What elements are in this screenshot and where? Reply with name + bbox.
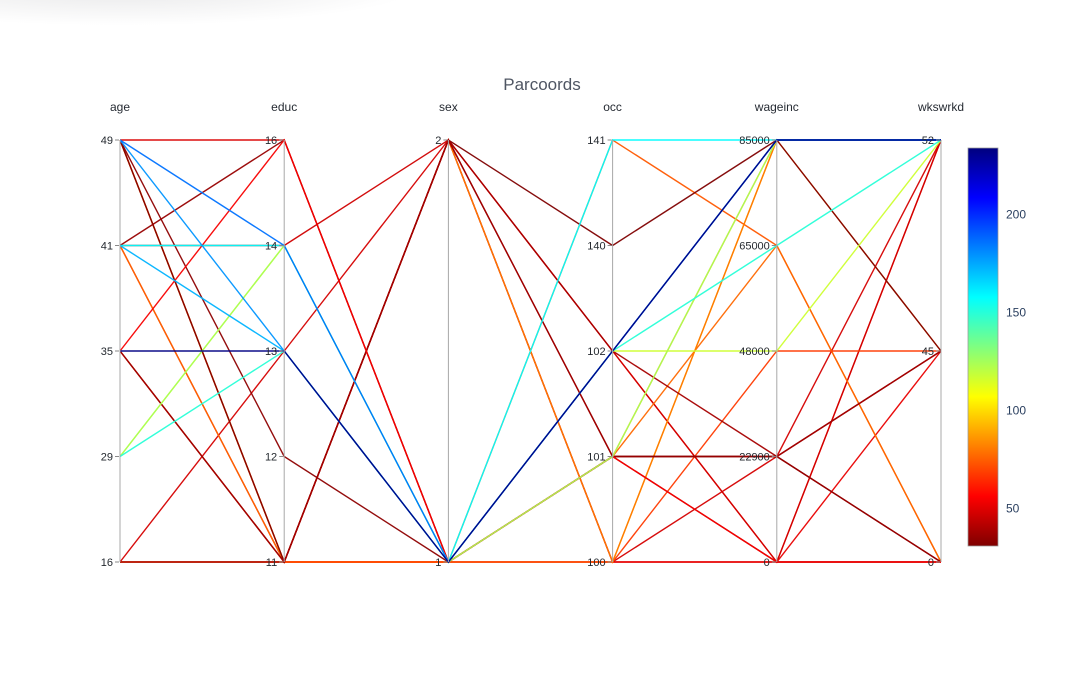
- tick-label-educ: 14: [265, 241, 277, 253]
- axis-sex[interactable]: sex 2 1: [435, 100, 457, 569]
- parcoords-line: [119, 138, 942, 564]
- parcoords-line: [119, 138, 942, 564]
- tick-label-wageinc: 85000: [739, 135, 770, 147]
- tick-label-age: 41: [101, 241, 113, 253]
- colorbar-gradient: [967, 147, 999, 547]
- tick-label-wageinc: 0: [764, 557, 770, 569]
- tick-label-wageinc: 65000: [739, 241, 770, 253]
- tick-label-age: 35: [101, 346, 113, 358]
- axis-label-occ[interactable]: occ: [603, 100, 622, 114]
- parcoords-lines-layer: [119, 138, 942, 564]
- colorbar-tick-label: 200: [1006, 208, 1026, 222]
- axis-educ[interactable]: educ 16 14 13 12 11: [265, 100, 297, 569]
- tick-label-wageinc: 22900: [739, 452, 770, 464]
- axis-occ[interactable]: occ 141 140 102 101 100: [587, 100, 622, 569]
- axis-wkswrkd[interactable]: wkswrkd 52 45 0: [917, 100, 964, 569]
- tick-label-sex: 2: [435, 135, 441, 147]
- axis-label-educ[interactable]: educ: [271, 100, 297, 114]
- colorbar-tick-label: 50: [1006, 502, 1020, 516]
- tick-label-wkswrkd: 52: [922, 135, 934, 147]
- axis-wageinc[interactable]: wageinc 85000 65000 48000 22900 0: [739, 100, 799, 569]
- tick-label-educ: 12: [265, 452, 277, 464]
- axis-label-age[interactable]: age: [110, 100, 130, 114]
- axis-label-wageinc[interactable]: wageinc: [754, 100, 799, 114]
- colorbar: 200 150 100 50: [967, 147, 1026, 547]
- parcoords-axes-layer: age 49 41 35 29 16 educ 16 14 13 12 11 sex 2 1 occ 141 14…: [101, 100, 964, 569]
- tick-label-educ: 16: [265, 135, 277, 147]
- tick-label-age: 29: [101, 452, 113, 464]
- colorbar-tick-label: 150: [1006, 306, 1026, 320]
- tick-label-wkswrkd: 0: [928, 557, 934, 569]
- tick-label-wkswrkd: 45: [922, 346, 934, 358]
- tick-label-educ: 13: [265, 346, 277, 358]
- axis-age[interactable]: age 49 41 35 29 16: [101, 100, 131, 569]
- tick-label-occ: 102: [587, 346, 605, 358]
- tick-label-educ: 11: [266, 557, 277, 569]
- plot-title: Parcoords: [503, 75, 580, 94]
- parcoords-line: [120, 139, 941, 564]
- axis-label-sex[interactable]: sex: [439, 100, 458, 114]
- tick-label-age: 16: [101, 557, 113, 569]
- tick-label-occ: 141: [587, 135, 605, 147]
- tick-label-age: 49: [101, 135, 113, 147]
- tick-label-occ: 140: [587, 241, 605, 253]
- tick-label-wageinc: 48000: [739, 346, 770, 358]
- tick-label-occ: 101: [587, 452, 605, 464]
- tick-label-occ: 100: [587, 557, 605, 569]
- tick-label-sex: 1: [435, 557, 441, 569]
- colorbar-tick-label: 100: [1006, 404, 1026, 418]
- axis-label-wkswrkd[interactable]: wkswrkd: [917, 100, 964, 114]
